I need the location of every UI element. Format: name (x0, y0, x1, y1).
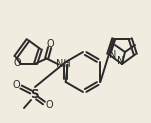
Text: O: O (14, 58, 21, 68)
Text: O: O (47, 38, 55, 48)
Text: N: N (117, 56, 125, 66)
Text: O: O (12, 80, 20, 90)
Text: N: N (109, 50, 116, 60)
Text: O: O (45, 100, 53, 110)
Text: NH: NH (56, 59, 71, 69)
Text: S: S (30, 89, 38, 101)
